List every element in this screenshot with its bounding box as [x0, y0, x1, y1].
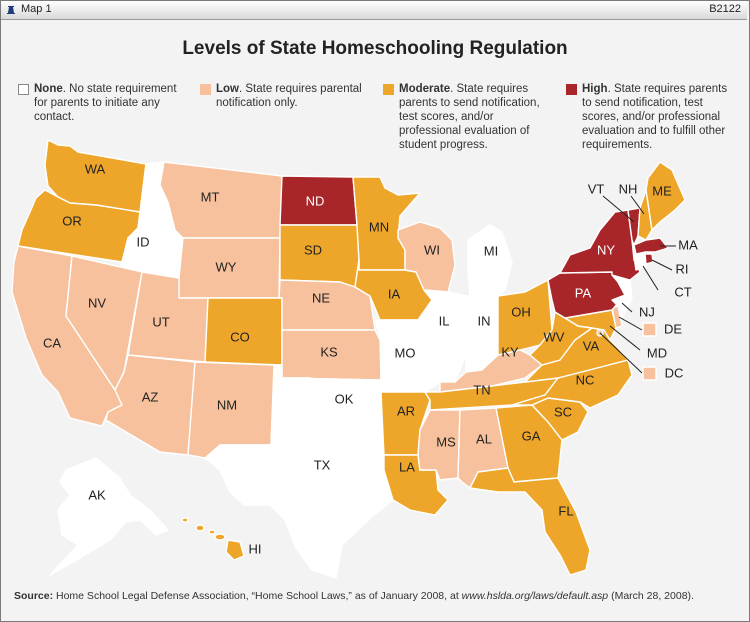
state-label-NJ: NJ [639, 304, 655, 319]
legend-name-moderate: Moderate [399, 83, 451, 95]
state-label-WY: WY [216, 259, 237, 274]
state-label-GA: GA [522, 428, 541, 443]
legend-desc-high: . State requires parents to send notific… [582, 83, 728, 151]
state-label-AZ: AZ [142, 389, 159, 404]
state-label-NV: NV [88, 295, 106, 310]
report-code: B2122 [709, 3, 741, 15]
state-TX[interactable] [204, 377, 394, 579]
state-label-MS: MS [436, 434, 456, 449]
state-DE[interactable] [611, 305, 623, 329]
state-label-NY: NY [597, 242, 615, 257]
state-ME[interactable] [645, 161, 686, 231]
state-label-AK: AK [88, 487, 106, 502]
state-label-IL: IL [439, 313, 450, 328]
state-label-PA: PA [575, 285, 592, 300]
legend-swatch-low [200, 84, 211, 95]
state-label-OR: OR [62, 213, 82, 228]
state-label-MA: MA [678, 237, 698, 252]
state-label-KS: KS [320, 344, 338, 359]
state-label-OH: OH [511, 304, 531, 319]
state-label-NE: NE [312, 290, 330, 305]
state-label-FL: FL [558, 503, 573, 518]
liberty-bell-icon [7, 6, 15, 14]
state-label-ID: ID [137, 234, 150, 249]
state-label-WA: WA [85, 161, 106, 176]
state-label-ME: ME [652, 183, 672, 198]
state-label-CO: CO [230, 329, 250, 344]
state-FL[interactable] [469, 467, 591, 576]
state-label-MT: MT [201, 189, 220, 204]
state-label-IA: IA [388, 286, 401, 301]
state-label-TX: TX [314, 457, 331, 472]
legend-desc-low: . State requires parental notification o… [216, 83, 362, 109]
state-label-CT: CT [674, 284, 691, 299]
source-suffix: (March 28, 2008). [608, 590, 694, 602]
state-AK[interactable] [49, 457, 169, 576]
state-label-MD: MD [647, 345, 667, 360]
source-url[interactable]: www.hslda.org/laws/default.asp [461, 590, 609, 602]
state-label-MN: MN [369, 219, 389, 234]
legend-box-DE [642, 322, 657, 337]
map-title: Levels of State Homeschooling Regulation [182, 38, 568, 59]
source-note: Source: Home School Legal Defense Associ… [14, 590, 694, 602]
source-text: Home School Legal Defense Association, “… [53, 590, 462, 602]
state-label-IN: IN [478, 313, 491, 328]
leader-lines [599, 195, 676, 374]
state-label-LA: LA [399, 459, 415, 474]
state-label-VA: VA [583, 338, 600, 353]
state-VT[interactable] [627, 207, 641, 246]
legend-desc-moderate: . State requires parents to send notific… [399, 83, 540, 151]
source-label: Source: [14, 590, 54, 602]
state-label-AL: AL [476, 431, 492, 446]
state-HI[interactable] [181, 517, 245, 561]
state-label-OK: OK [335, 391, 354, 406]
state-label-VT: VT [588, 181, 605, 196]
state-label-CA: CA [43, 335, 61, 350]
state-WI[interactable] [397, 221, 456, 293]
title-bar: Map 1 B2122 [1, 1, 747, 20]
state-label-DC: DC [665, 365, 684, 380]
legend-name-high: High [582, 83, 608, 95]
state-label-WV: WV [544, 329, 565, 344]
legend-swatch-none [18, 84, 29, 95]
state-MI[interactable] [467, 224, 513, 297]
state-label-KY: KY [501, 344, 519, 359]
state-label-ND: ND [306, 193, 325, 208]
state-MA[interactable] [633, 237, 669, 255]
state-label-MO: MO [395, 345, 416, 360]
state-NH[interactable] [637, 189, 653, 241]
legend-swatch-moderate [383, 84, 394, 95]
state-label-RI: RI [676, 261, 689, 276]
legend-name-low: Low [216, 83, 239, 95]
state-label-NC: NC [576, 372, 595, 387]
state-label-WI: WI [424, 242, 440, 257]
state-label-UT: UT [152, 314, 169, 329]
state-label-SC: SC [554, 404, 572, 419]
state-MT[interactable] [159, 161, 283, 239]
state-RI[interactable] [644, 253, 654, 265]
legend-swatch-high [566, 84, 577, 95]
state-label-AR: AR [397, 403, 415, 418]
state-label-TN: TN [473, 382, 490, 397]
state-label-MI: MI [484, 243, 498, 258]
state-label-NH: NH [619, 181, 638, 196]
state-NC[interactable] [511, 359, 633, 409]
state-label-NM: NM [217, 397, 237, 412]
legend-desc-none: . No state requirement for parents to in… [34, 83, 177, 123]
state-label-DE: DE [664, 321, 682, 336]
legend-box-DC [642, 366, 657, 381]
state-label-HI: HI [249, 541, 262, 556]
map-number: Map 1 [21, 3, 52, 15]
state-label-SD: SD [304, 242, 322, 257]
legend-name-none: None [34, 83, 63, 95]
